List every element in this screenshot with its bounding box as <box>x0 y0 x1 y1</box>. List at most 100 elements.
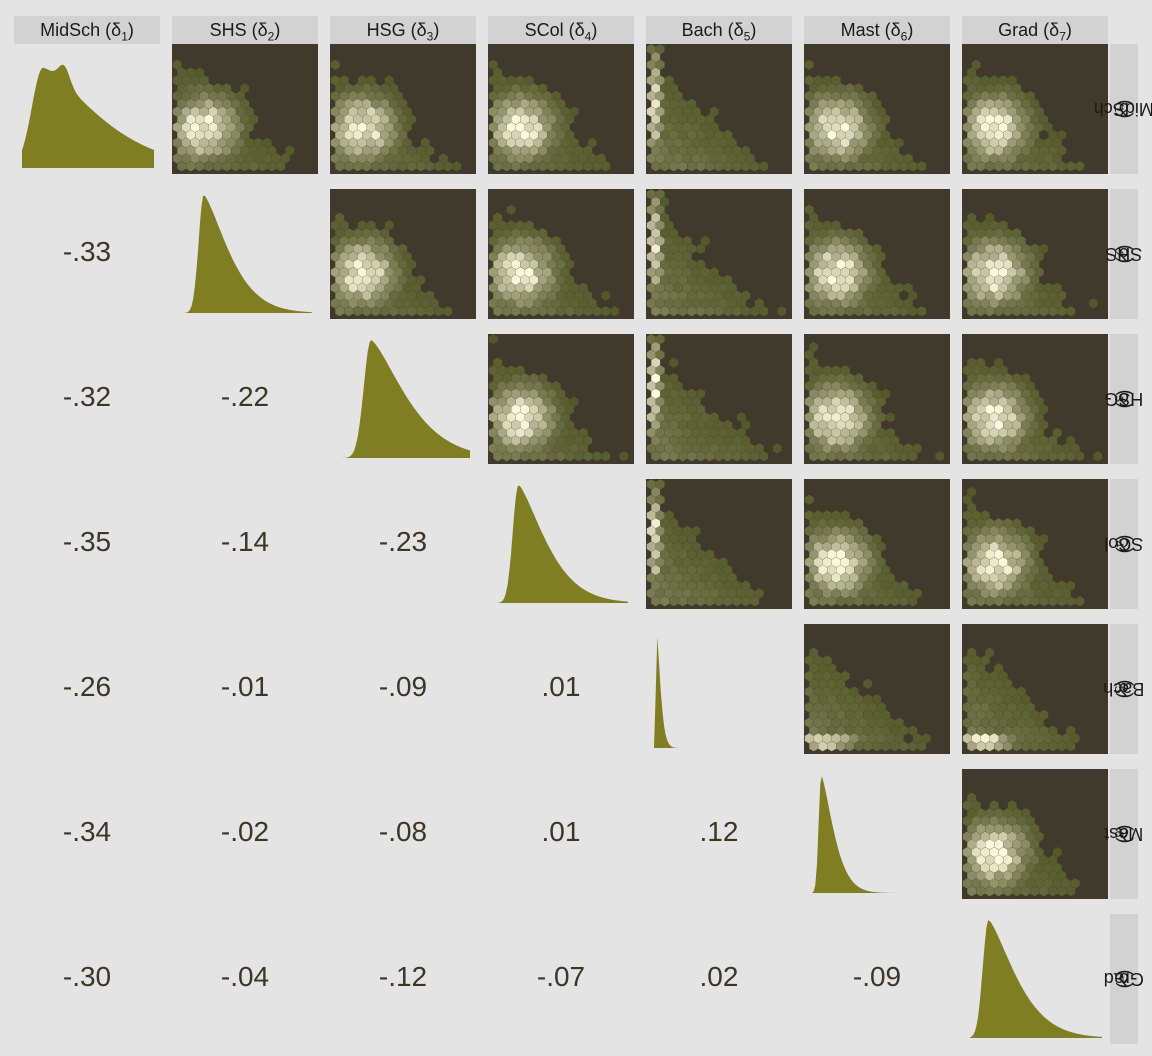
hexbin-cell <box>691 412 701 423</box>
hexbin-cell <box>1030 580 1040 591</box>
hexbin-cell <box>962 267 972 278</box>
hexbin-cell <box>190 106 200 117</box>
hexbin-cell <box>515 220 525 231</box>
hexbin-cell <box>371 243 381 254</box>
hexbin-cell <box>520 98 530 109</box>
hexbin-cell <box>1066 886 1076 897</box>
hexbin-cell <box>651 306 661 317</box>
hexbin-cell <box>601 451 611 462</box>
hexbin-cell <box>867 541 877 552</box>
hexbin-cell <box>813 298 823 309</box>
hexbin-cell <box>181 106 191 117</box>
hexbin-cell <box>646 106 656 117</box>
hexbin-cell <box>971 655 981 666</box>
hexbin-cell <box>267 145 277 156</box>
hexbin-cell <box>565 306 575 317</box>
hexbin-cell <box>700 443 710 454</box>
hexbin-cell <box>190 90 200 102</box>
hexbin-cell <box>962 572 972 583</box>
hexbin-cell <box>881 274 891 286</box>
hexbin-cell <box>655 220 665 231</box>
hexbin-cell <box>863 388 873 399</box>
hexbin-cell <box>651 145 661 156</box>
hexbin-cell <box>511 98 521 109</box>
hexbin-cell <box>962 380 972 392</box>
hexbin-cell <box>813 365 823 376</box>
hexbin-cell <box>994 145 1004 156</box>
hexbin-cell <box>1057 306 1067 317</box>
hexbin-cell <box>669 306 679 317</box>
hexbin-cell <box>899 306 909 317</box>
hexbin-cell <box>1030 709 1040 721</box>
hexbin-cell <box>384 137 394 148</box>
hexbin-cell <box>967 839 977 850</box>
hexbin-cell <box>818 388 828 399</box>
hexbin-cell <box>1030 161 1040 172</box>
hexbin-cell <box>1052 847 1062 858</box>
hexbin-cell <box>538 259 548 270</box>
hexbin-cell <box>718 282 728 293</box>
hexbin-cell <box>867 298 877 309</box>
hexbin-cell <box>407 274 417 286</box>
hexbin-cell <box>389 243 399 254</box>
hexbin-cell <box>547 290 557 301</box>
hexbin-cell <box>529 145 539 156</box>
hexbin-cell <box>664 220 674 231</box>
hexbin-panel-scol-bach <box>646 479 792 609</box>
hexbin-cell <box>556 145 566 156</box>
hexbin-cell <box>989 525 999 537</box>
hexbin-cell <box>673 153 683 164</box>
hexbin-cell <box>741 451 751 462</box>
hexbin-cell <box>384 90 394 102</box>
hexbin-panel-bach-mast <box>804 624 950 754</box>
hexbin-cell <box>994 259 1004 270</box>
hexbin-cell <box>1016 862 1026 873</box>
hexbin-cell <box>1039 709 1049 721</box>
hexbin-panel-hsg-grad <box>962 334 1108 464</box>
hexbin-cell <box>840 733 850 744</box>
hexbin-cell <box>809 341 819 353</box>
hexbin-cell <box>393 251 403 262</box>
hexbin-cell <box>908 741 918 752</box>
hexbin-cell <box>511 145 521 156</box>
hexbin-cell <box>542 427 552 438</box>
hexbin-cell <box>339 235 349 247</box>
hexbin-cell <box>416 274 426 286</box>
hexbin-cell <box>1048 580 1058 591</box>
hexbin-cell <box>502 435 512 446</box>
hexbin-cell <box>840 443 850 454</box>
hexbin-cell <box>750 451 760 462</box>
hexbin-cell <box>524 75 534 86</box>
hexbin-cell <box>845 129 855 141</box>
hexbin-cell <box>1048 161 1058 172</box>
hexbin-cell <box>502 404 512 415</box>
hexbin-cell <box>488 220 498 231</box>
hexbin-cell <box>520 404 530 415</box>
hexbin-cell <box>1003 388 1013 399</box>
hexbin-cell <box>380 274 390 286</box>
hexbin-cell <box>813 717 823 728</box>
hexbin-cell <box>962 153 972 164</box>
hexbin-cell <box>976 290 986 301</box>
hexbin-cell <box>678 533 688 544</box>
strip-symbol: δ <box>111 20 122 40</box>
hexbin-cell <box>804 298 814 309</box>
hexbin-cell <box>696 114 706 125</box>
hexbin-cell <box>344 290 354 301</box>
hexbin-cell <box>583 161 593 172</box>
hexbin-cell <box>578 282 588 293</box>
hexbin-cell <box>809 647 819 658</box>
hexbin-cell <box>980 443 990 454</box>
correlation-label: -.02 <box>220 816 270 847</box>
hexbin-cell <box>524 220 534 231</box>
hexbin-cell <box>1034 282 1044 293</box>
hexbin-cell <box>344 83 354 94</box>
hexbin-cell <box>845 259 855 270</box>
hexbin-cell <box>330 137 340 148</box>
hexbin-cell <box>1012 388 1022 399</box>
hexbin-cell <box>375 267 385 278</box>
correlation-label: -.09 <box>852 961 902 992</box>
hexbin-cell <box>651 419 661 431</box>
hexbin-cell <box>705 549 715 560</box>
hexbin-cell <box>542 412 552 423</box>
